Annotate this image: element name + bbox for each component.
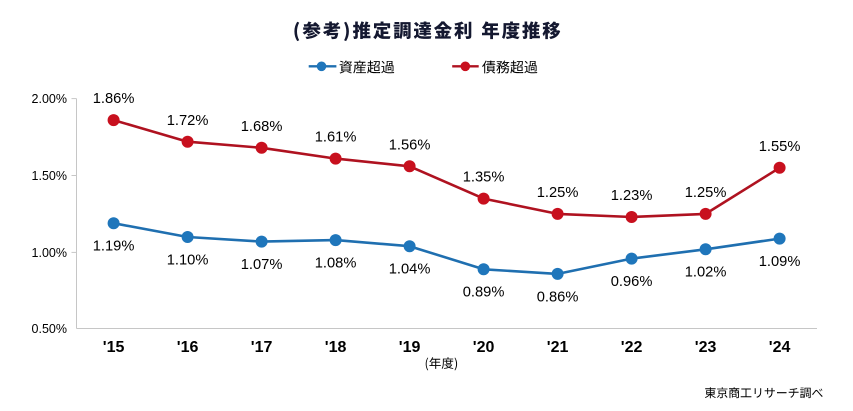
svg-text:0.89%: 0.89% xyxy=(463,285,505,301)
svg-text:'20: '20 xyxy=(473,339,495,356)
svg-text:'15: '15 xyxy=(103,339,125,356)
svg-text:1.09%: 1.09% xyxy=(759,254,801,270)
svg-text:'21: '21 xyxy=(547,339,569,356)
svg-text:1.68%: 1.68% xyxy=(241,119,283,135)
svg-text:'18: '18 xyxy=(325,339,347,356)
svg-text:0.50%: 0.50% xyxy=(32,322,67,336)
svg-text:1.25%: 1.25% xyxy=(537,185,579,201)
svg-text:1.00%: 1.00% xyxy=(32,246,67,260)
svg-text:1.61%: 1.61% xyxy=(315,130,357,146)
svg-text:2.00%: 2.00% xyxy=(32,92,67,106)
svg-text:1.02%: 1.02% xyxy=(685,265,727,281)
svg-text:1.35%: 1.35% xyxy=(463,170,505,186)
svg-text:1.19%: 1.19% xyxy=(93,239,135,255)
svg-text:'23: '23 xyxy=(695,339,717,356)
svg-text:1.25%: 1.25% xyxy=(685,185,727,201)
svg-text:0.86%: 0.86% xyxy=(537,289,579,305)
svg-text:1.10%: 1.10% xyxy=(167,252,209,268)
svg-text:1.08%: 1.08% xyxy=(315,256,357,272)
svg-text:1.56%: 1.56% xyxy=(389,137,431,153)
svg-text:'22: '22 xyxy=(621,339,643,356)
svg-text:1.07%: 1.07% xyxy=(241,257,283,273)
svg-text:1.50%: 1.50% xyxy=(32,169,67,183)
svg-text:1.86%: 1.86% xyxy=(93,91,135,107)
svg-text:'24: '24 xyxy=(769,339,791,356)
svg-text:1.23%: 1.23% xyxy=(611,188,653,204)
svg-text:'17: '17 xyxy=(251,339,273,356)
svg-text:'19: '19 xyxy=(399,339,421,356)
svg-text:0.96%: 0.96% xyxy=(611,274,653,290)
svg-text:1.55%: 1.55% xyxy=(759,139,801,155)
svg-text:1.04%: 1.04% xyxy=(389,262,431,278)
svg-text:1.72%: 1.72% xyxy=(167,113,209,129)
svg-text:'16: '16 xyxy=(177,339,199,356)
